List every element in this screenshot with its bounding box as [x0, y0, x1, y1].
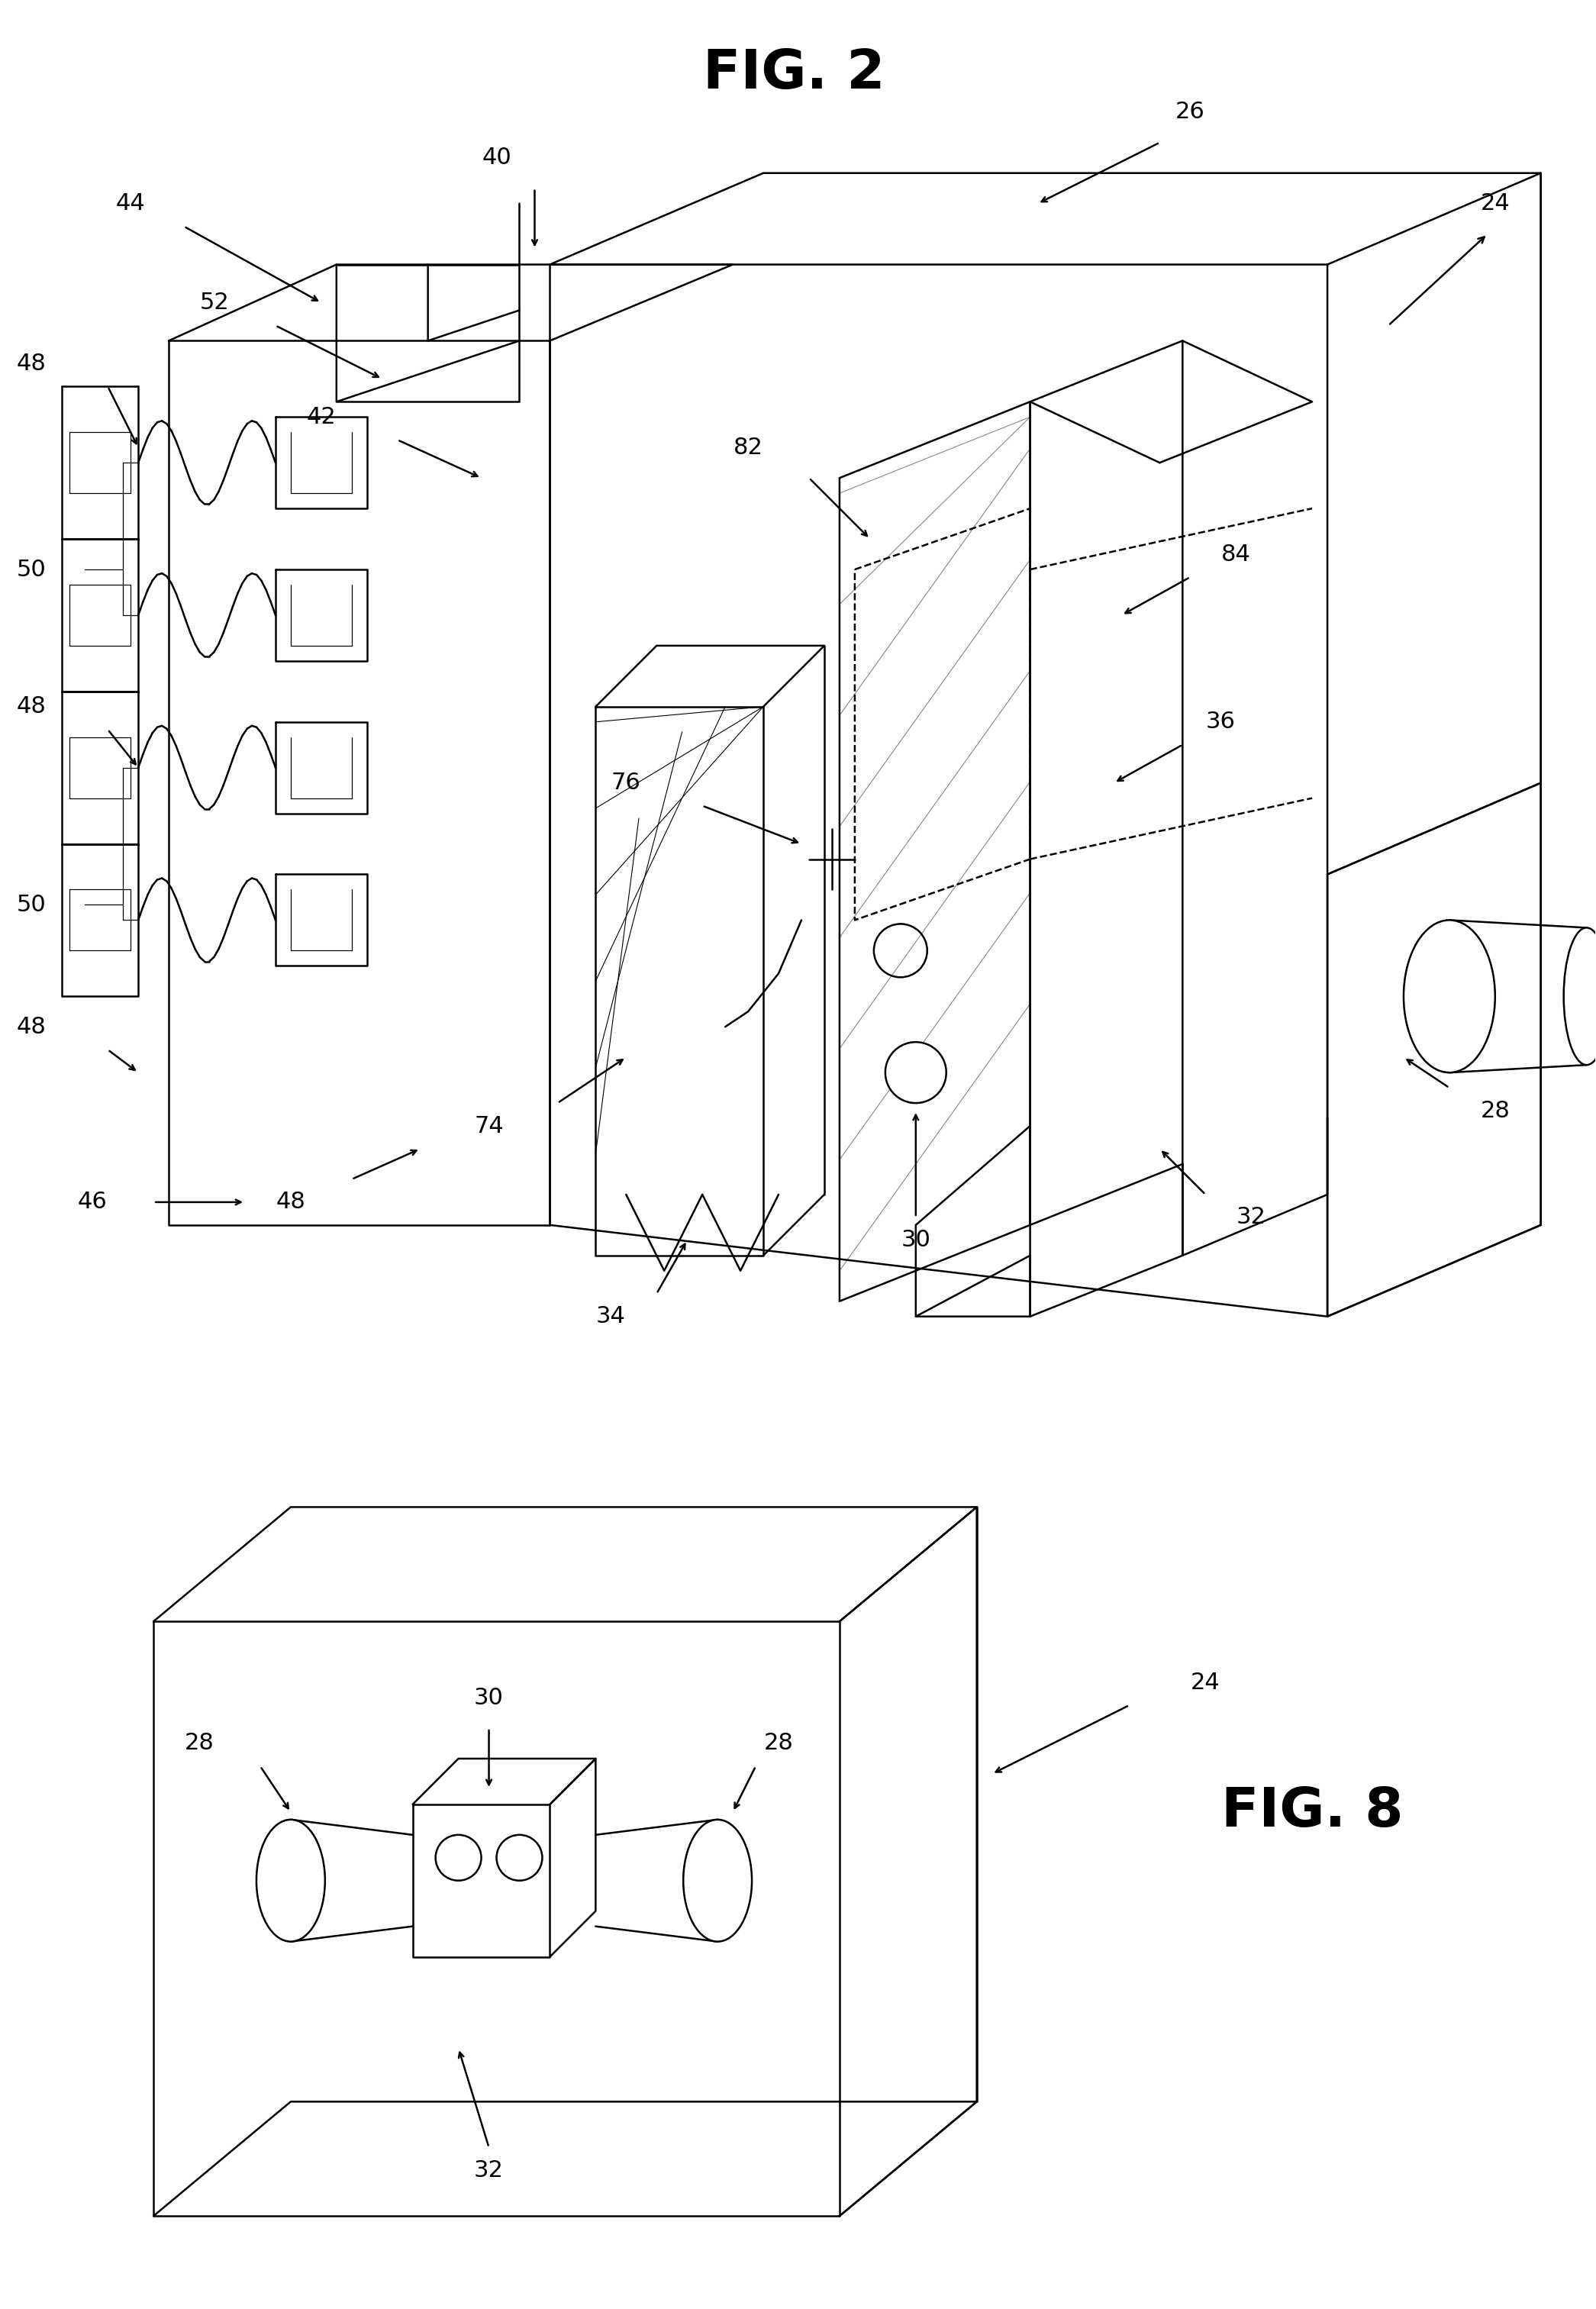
- Text: 44: 44: [117, 192, 145, 215]
- Text: 32: 32: [1237, 1205, 1266, 1228]
- Ellipse shape: [1403, 919, 1495, 1074]
- Text: FIG. 2: FIG. 2: [702, 48, 884, 99]
- Ellipse shape: [1564, 928, 1596, 1064]
- Circle shape: [886, 1041, 946, 1104]
- Text: 30: 30: [474, 1686, 504, 1709]
- Text: 74: 74: [474, 1115, 504, 1136]
- Text: 84: 84: [1221, 543, 1251, 566]
- Text: 36: 36: [1207, 711, 1235, 732]
- Text: 28: 28: [1479, 1099, 1510, 1122]
- Text: 76: 76: [611, 771, 642, 794]
- Text: 26: 26: [1175, 102, 1205, 122]
- Text: 30: 30: [900, 1228, 930, 1251]
- Ellipse shape: [683, 1819, 752, 1942]
- Text: 50: 50: [16, 559, 46, 580]
- Circle shape: [496, 1836, 543, 1880]
- Text: 50: 50: [16, 894, 46, 917]
- Circle shape: [436, 1836, 482, 1880]
- Text: 48: 48: [16, 695, 46, 718]
- Text: 40: 40: [482, 148, 511, 169]
- Text: 52: 52: [200, 291, 230, 314]
- Text: 28: 28: [764, 1732, 793, 1755]
- Text: 48: 48: [276, 1191, 305, 1212]
- Text: 48: 48: [16, 1016, 46, 1037]
- Text: 48: 48: [16, 353, 46, 374]
- Text: 42: 42: [306, 406, 337, 427]
- Text: 82: 82: [733, 436, 763, 459]
- Text: 24: 24: [1191, 1672, 1221, 1692]
- Text: FIG. 8: FIG. 8: [1221, 1785, 1403, 1838]
- Text: 46: 46: [78, 1191, 107, 1212]
- Text: 28: 28: [185, 1732, 214, 1755]
- Text: 34: 34: [595, 1305, 626, 1328]
- Ellipse shape: [257, 1819, 326, 1942]
- Text: 24: 24: [1481, 192, 1510, 215]
- Text: 32: 32: [474, 2159, 504, 2182]
